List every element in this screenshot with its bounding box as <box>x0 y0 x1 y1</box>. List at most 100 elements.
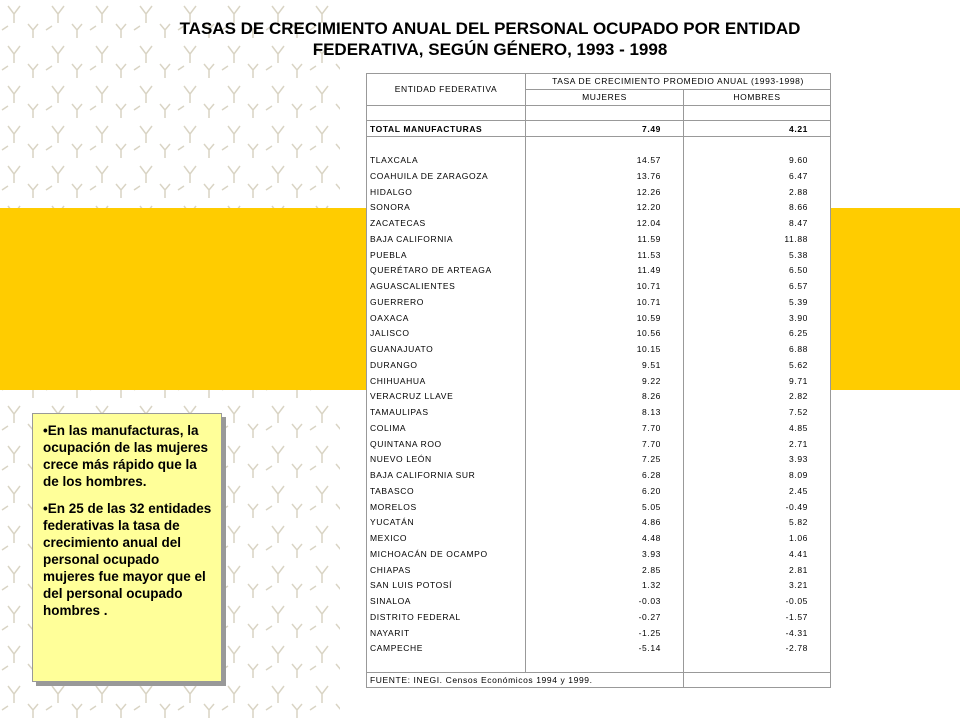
table-cell: 7.52 <box>683 404 831 420</box>
table-cell: 10.71 <box>525 294 684 310</box>
bullet: En 25 de las 32 entidades federativas la… <box>43 500 213 619</box>
table-cell: MORELOS <box>366 498 526 515</box>
table-cell: 3.93 <box>683 451 831 468</box>
table-cell: TABASCO <box>366 483 526 499</box>
table-row: SINALOA -0.03 -0.05 <box>366 593 831 609</box>
table-cell: BAJA CALIFORNIA <box>366 231 526 247</box>
table-cell: 8.47 <box>683 215 831 231</box>
table-cell: CHIAPAS <box>366 561 526 578</box>
table-body: ENTIDAD FEDERATIVA TASA DE CRECIMIENTO P… <box>366 73 831 689</box>
table-cell: HIDALGO <box>366 183 526 200</box>
table-cell: -4.31 <box>683 624 831 641</box>
table-cell: 7.70 <box>525 420 684 436</box>
table-cell: PUEBLA <box>366 246 526 263</box>
table-cell: 10.59 <box>525 309 684 326</box>
table-row: SONORA 12.20 8.66 <box>366 199 831 216</box>
table-row <box>366 656 831 672</box>
table-cell: 13.76 <box>525 168 684 184</box>
table-row: NUEVO LEÓN 7.25 3.93 <box>366 451 831 468</box>
table-cell: 4.48 <box>525 530 684 546</box>
table-cell: 6.25 <box>683 325 831 342</box>
table-row: PUEBLA 11.53 5.38 <box>366 246 831 263</box>
table-cell: 8.13 <box>525 404 684 420</box>
table-cell: -1.57 <box>683 609 831 625</box>
table-cell <box>525 136 684 153</box>
table-cell: QUINTANA ROO <box>366 435 526 452</box>
table-cell: 7.49 <box>525 120 684 137</box>
table-cell: 6.57 <box>683 278 831 294</box>
table-row <box>366 105 831 121</box>
table-cell: NUEVO LEÓN <box>366 451 526 468</box>
table-cell: -0.03 <box>525 593 684 609</box>
table-row: HIDALGO 12.26 2.88 <box>366 183 831 200</box>
table-cell: 6.47 <box>683 168 831 184</box>
table-cell: 10.15 <box>525 341 684 357</box>
header-row: MUJERES HOMBRES <box>367 88 831 106</box>
table-cell: 10.56 <box>525 325 684 342</box>
source-cell: FUENTE: INEGI. Censos Económicos 1994 y … <box>366 671 684 689</box>
table-cell: 6.50 <box>683 262 831 279</box>
table-row: JALISCO 10.56 6.25 <box>366 325 831 342</box>
table-cell <box>525 105 684 121</box>
table-cell: TAMAULIPAS <box>366 404 526 420</box>
table-row: BAJA CALIFORNIA SUR 6.28 8.09 <box>366 467 831 483</box>
table-row: COLIMA 7.70 4.85 <box>366 420 831 436</box>
table-row: AGUASCALIENTES 10.71 6.57 <box>366 278 831 294</box>
table-cell: SINALOA <box>366 593 526 609</box>
header-cell: ENTIDAD FEDERATIVA <box>366 73 526 106</box>
title-line: TASAS DE CRECIMIENTO ANUAL DEL PERSONAL … <box>179 19 801 38</box>
table-cell: 4.86 <box>525 514 684 531</box>
table-cell: SAN LUIS POTOSÍ <box>366 577 526 594</box>
table-row: TAMAULIPAS 8.13 7.52 <box>366 404 831 420</box>
table-row: VERACRUZ LLAVE 8.26 2.82 <box>366 388 831 405</box>
table-cell: CHIHUAHUA <box>366 372 526 389</box>
table-cell: 2.71 <box>683 435 831 452</box>
table-cell: BAJA CALIFORNIA SUR <box>366 467 526 483</box>
table-cell: SONORA <box>366 199 526 216</box>
table-cell: 5.38 <box>683 246 831 263</box>
table-cell: QUERÉTARO DE ARTEAGA <box>366 262 526 279</box>
table-cell: 2.82 <box>683 388 831 405</box>
table-cell: 9.51 <box>525 357 684 373</box>
table-row: MEXICO 4.48 1.06 <box>366 530 831 546</box>
table-row: CHIAPAS 2.85 2.81 <box>366 561 831 578</box>
table-cell: 6.28 <box>525 467 684 483</box>
table-cell: -1.25 <box>525 624 684 641</box>
table-row: QUINTANA ROO 7.70 2.71 <box>366 435 831 452</box>
table-cell: 2.85 <box>525 561 684 578</box>
table-cell: -5.14 <box>525 640 684 657</box>
table-cell: NAYARIT <box>366 624 526 641</box>
table-row: MORELOS 5.05 -0.49 <box>366 498 831 515</box>
table-cell: 8.66 <box>683 199 831 216</box>
bullet: En las manufacturas, la ocupación de las… <box>43 422 213 490</box>
table-row: YUCATÁN 4.86 5.82 <box>366 514 831 531</box>
table-cell: 5.05 <box>525 498 684 515</box>
table-row: SAN LUIS POTOSÍ 1.32 3.21 <box>366 577 831 594</box>
table-cell: -0.27 <box>525 609 684 625</box>
header-row: ENTIDAD FEDERATIVA TASA DE CRECIMIENTO P… <box>366 73 831 106</box>
table-row: CHIHUAHUA 9.22 9.71 <box>366 372 831 389</box>
table-cell: 4.21 <box>683 120 831 137</box>
table-cell: 11.88 <box>683 231 831 247</box>
table-row: TLAXCALA 14.57 9.60 <box>366 152 831 168</box>
table-cell: DISTRITO FEDERAL <box>366 609 526 625</box>
table-row: TABASCO 6.20 2.45 <box>366 483 831 499</box>
table-cell <box>683 136 831 153</box>
table-cell: MICHOACÁN DE OCAMPO <box>366 546 526 562</box>
table-cell: 1.32 <box>525 577 684 594</box>
table-cell <box>366 136 526 153</box>
table-cell: 3.93 <box>525 546 684 562</box>
table-cell: TOTAL MANUFACTURAS <box>366 120 526 137</box>
header-cell: TASA DE CRECIMIENTO PROMEDIO ANUAL (1993… <box>525 73 831 90</box>
table-cell: 2.81 <box>683 561 831 578</box>
table-row: COAHUILA DE ZARAGOZA 13.76 6.47 <box>366 168 831 184</box>
table-cell: 8.09 <box>683 467 831 483</box>
table-cell: DURANGO <box>366 357 526 373</box>
table-row: QUERÉTARO DE ARTEAGA 11.49 6.50 <box>366 262 831 279</box>
table-cell: 8.26 <box>525 388 684 405</box>
table-cell: -0.05 <box>683 593 831 609</box>
header-cell: MUJERES <box>525 88 684 106</box>
table-cell: 12.26 <box>525 183 684 200</box>
table-cell: 2.45 <box>683 483 831 499</box>
note-box: En las manufacturas, la ocupación de las… <box>32 413 222 682</box>
